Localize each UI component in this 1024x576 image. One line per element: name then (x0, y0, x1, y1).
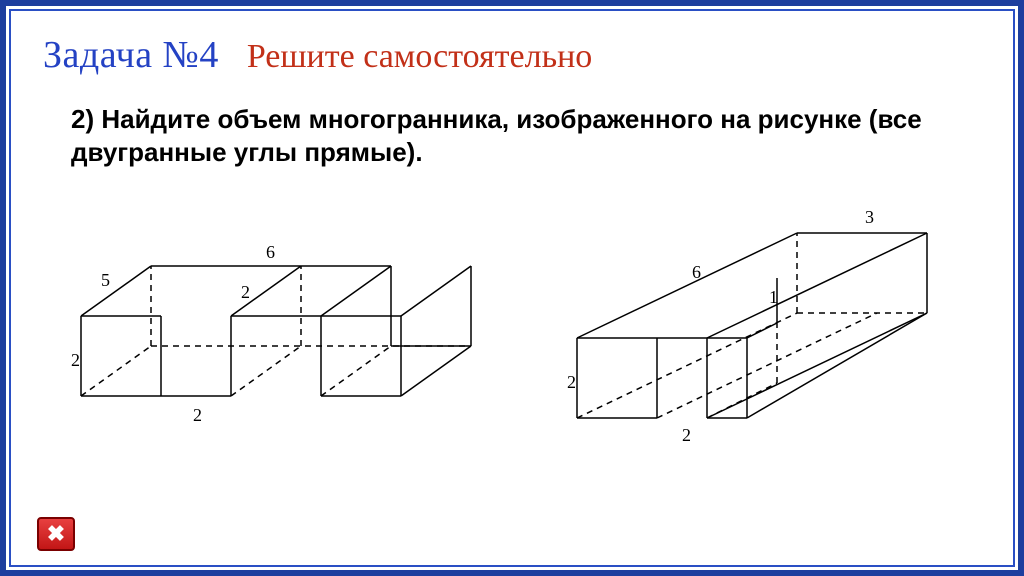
title-row: Задача №4 Решите самостоятельно (43, 33, 592, 77)
task-instruction: Решите самостоятельно (247, 38, 592, 76)
figure-2: 3 6 1 2 2 (547, 183, 967, 463)
close-icon: ✖ (47, 521, 65, 547)
svg-text:6: 6 (266, 242, 275, 262)
svg-text:6: 6 (692, 262, 701, 282)
task-number: Задача №4 (43, 33, 219, 77)
svg-text:3: 3 (865, 207, 874, 227)
svg-text:2: 2 (241, 282, 250, 302)
svg-text:1: 1 (769, 287, 778, 307)
task-body: 2) Найдите объем многогранника, изображе… (71, 103, 951, 168)
svg-text:2: 2 (71, 350, 80, 370)
outer-frame: Задача №4 Решите самостоятельно 2) Найди… (0, 0, 1024, 576)
svg-text:2: 2 (567, 372, 576, 392)
svg-text:2: 2 (682, 425, 691, 445)
svg-text:5: 5 (101, 270, 110, 290)
svg-text:2: 2 (193, 405, 202, 425)
close-button[interactable]: ✖ (37, 517, 75, 551)
figure-1: 56222 (41, 186, 501, 446)
inner-frame: Задача №4 Решите самостоятельно 2) Найди… (9, 9, 1015, 567)
